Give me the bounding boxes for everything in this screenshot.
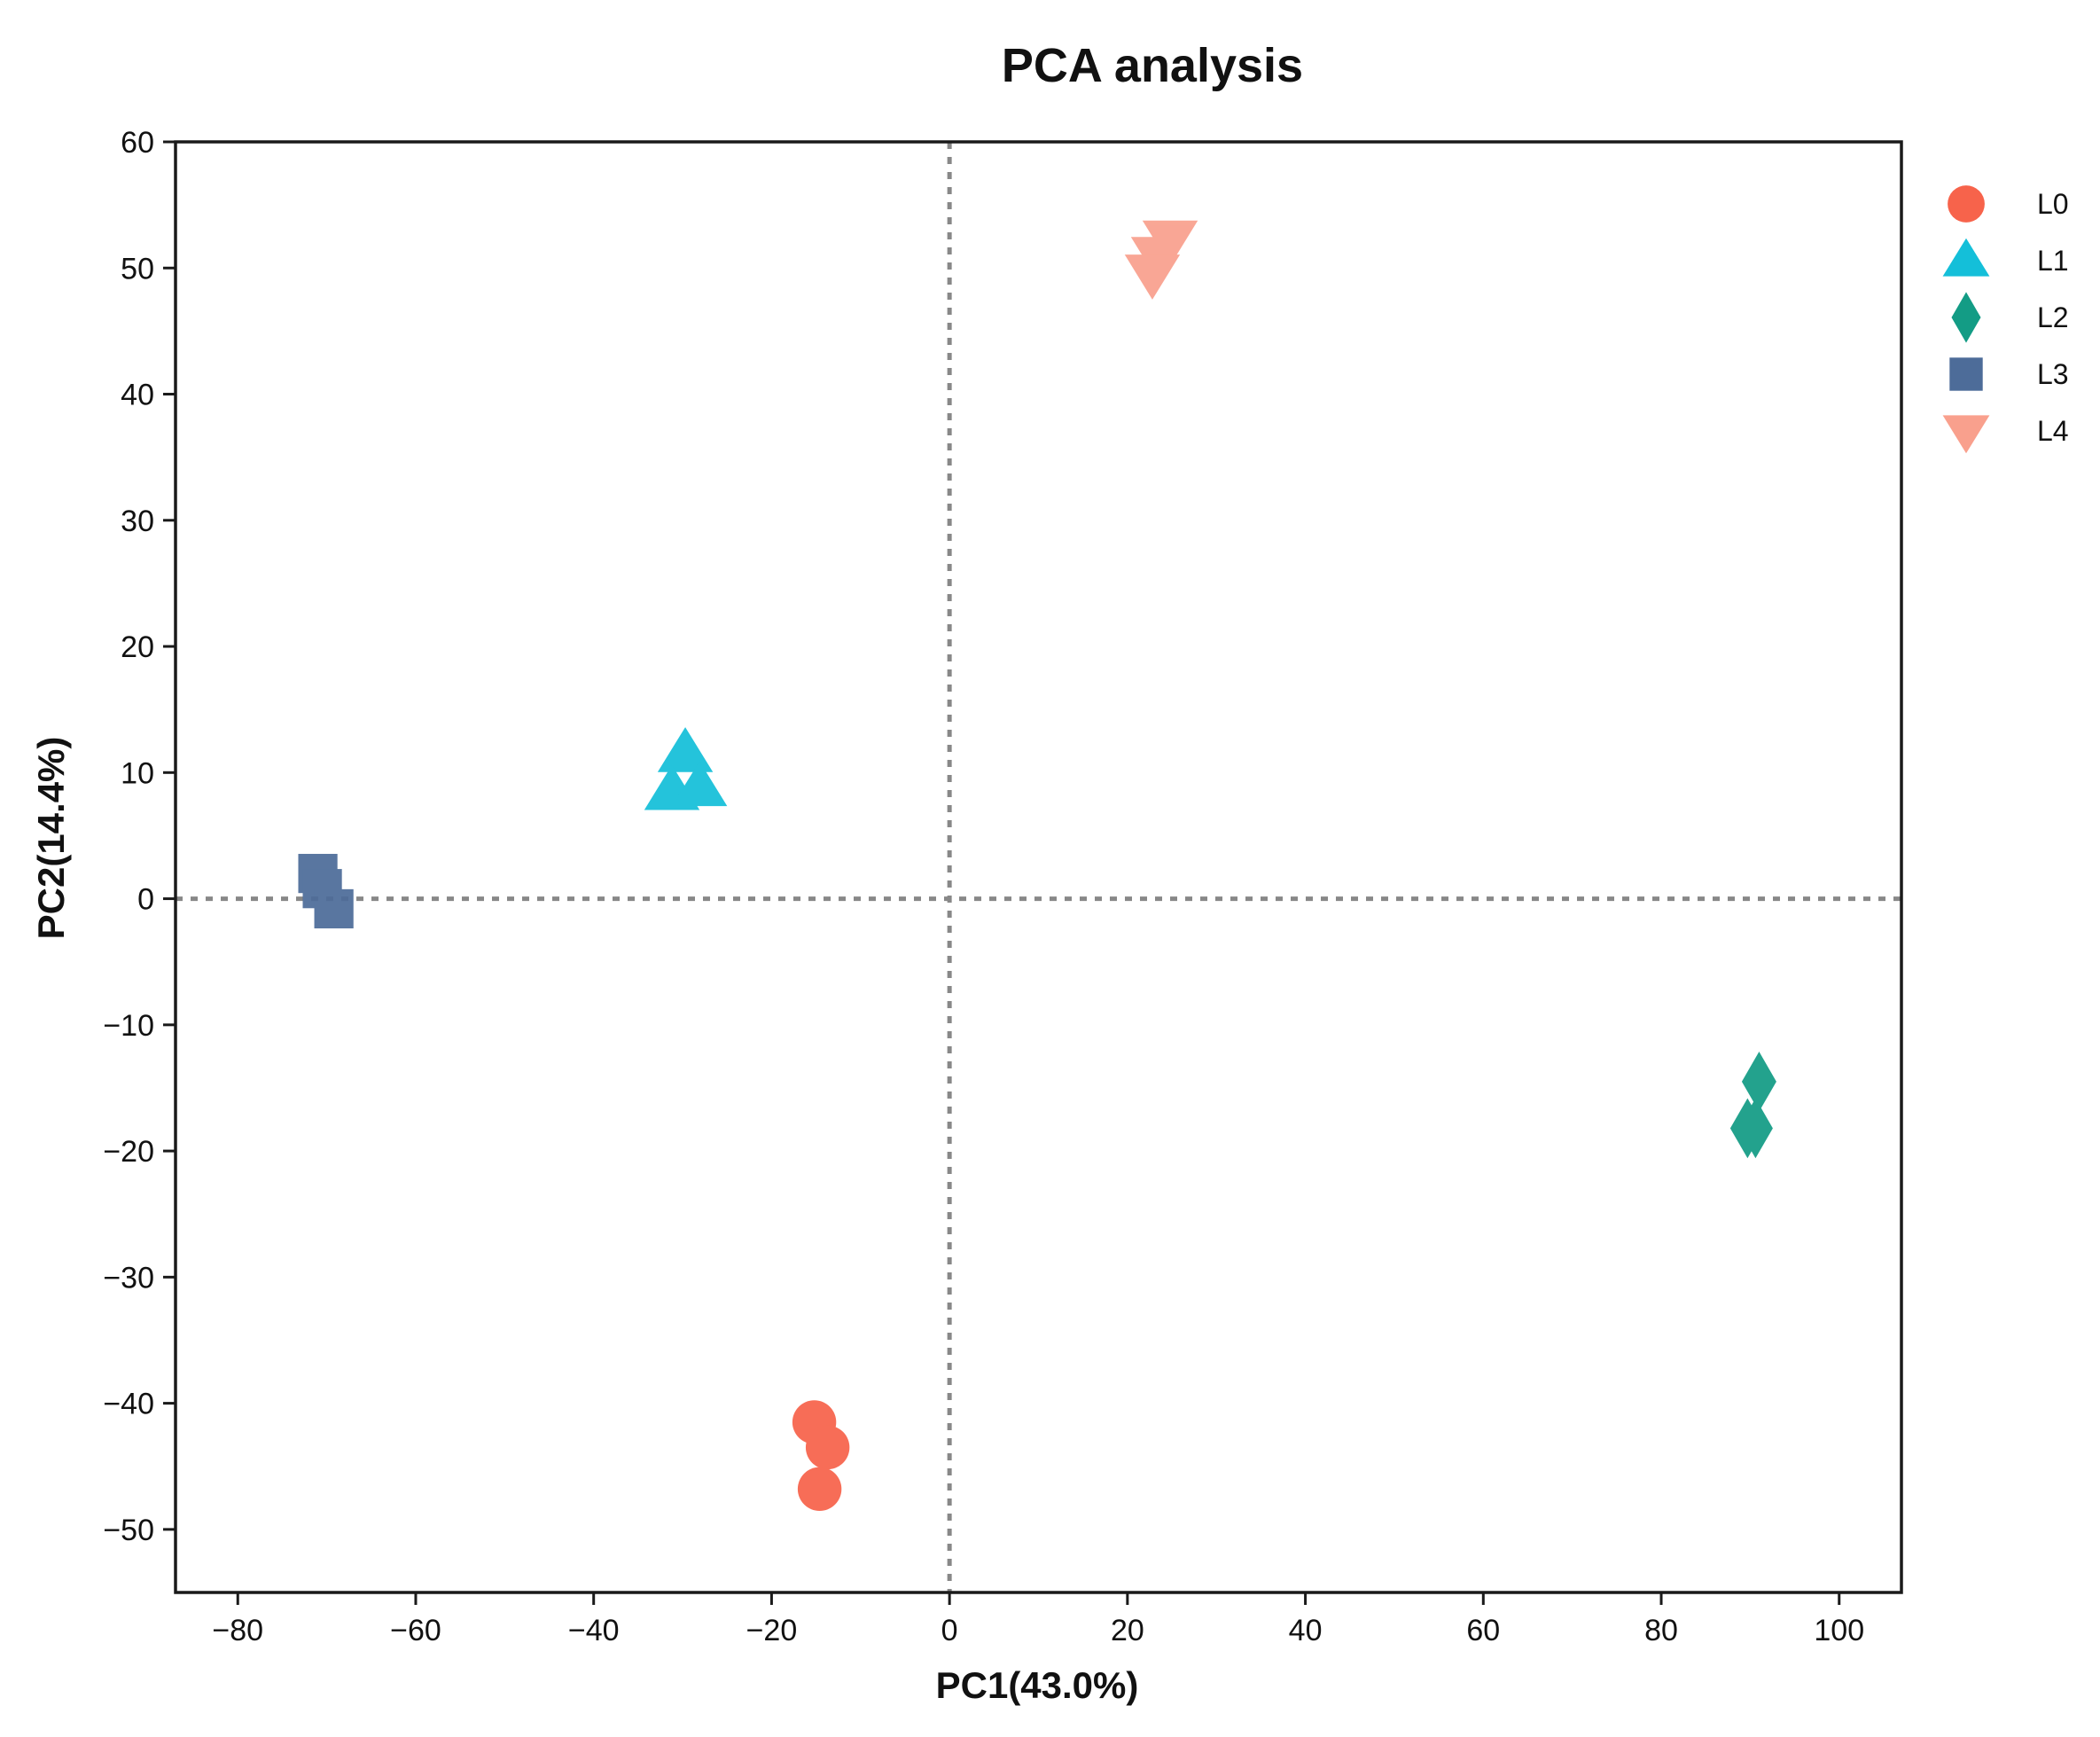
x-tick-label: 100 (1814, 1614, 1864, 1647)
x-axis-label: PC1(43.0%) (936, 1664, 1139, 1706)
legend-marker-l2 (1951, 292, 1981, 343)
legend-label-l3: L3 (2037, 358, 2069, 390)
series-l3 (298, 854, 354, 929)
y-tick-label: 50 (121, 252, 154, 286)
x-tick-label: −20 (746, 1614, 798, 1647)
x-tick-label: −60 (390, 1614, 441, 1647)
legend-marker-l3 (1949, 357, 1983, 391)
reference-lines (176, 142, 1901, 1592)
y-tick-label: −10 (103, 1009, 154, 1043)
y-tick-label: 20 (121, 630, 154, 664)
plot-frame (174, 140, 1903, 1594)
series-l0 (792, 1400, 850, 1512)
point-l4 (1124, 254, 1181, 300)
y-tick-label: −30 (103, 1261, 154, 1295)
point-l0 (797, 1467, 842, 1512)
x-tick-label: 20 (1111, 1614, 1144, 1647)
y-tick-label: −20 (103, 1135, 154, 1169)
series-l4 (1124, 220, 1198, 300)
x-tick-label: 80 (1644, 1614, 1678, 1647)
y-tick-label: −50 (103, 1514, 154, 1547)
y-tick-label: 0 (137, 883, 154, 917)
legend-marker-l4 (1942, 415, 1990, 454)
point-l1 (671, 761, 728, 807)
scatter-points (298, 220, 1776, 1512)
y-axis-label: PC2(14.4%) (30, 737, 72, 940)
x-axis: −80 −60 −40 −20 0 20 40 60 80 100 (212, 1592, 1864, 1647)
legend-item-l0: L0 (1948, 185, 2069, 223)
point-l0 (805, 1425, 850, 1470)
legend-item-l1: L1 (1942, 238, 2069, 277)
legend-marker-l1 (1942, 238, 1990, 277)
y-tick-label: 10 (121, 756, 154, 790)
y-tick-label: −40 (103, 1388, 154, 1421)
legend-item-l4: L4 (1942, 415, 2069, 454)
legend-item-l2: L2 (1951, 292, 2069, 343)
point-l2 (1737, 1098, 1773, 1159)
legend-label-l0: L0 (2037, 188, 2069, 220)
chart-title: PCA analysis (1002, 39, 1303, 92)
x-tick-label: −80 (212, 1614, 263, 1647)
y-axis: −50 −40 −30 −20 −10 0 10 20 30 40 50 60 (103, 126, 176, 1547)
x-tick-label: 40 (1289, 1614, 1323, 1647)
point-l3 (314, 888, 354, 929)
x-tick-label: 60 (1466, 1614, 1500, 1647)
legend-item-l3: L3 (1949, 357, 2069, 391)
y-tick-label: 40 (121, 379, 154, 412)
x-tick-label: 0 (941, 1614, 958, 1647)
x-tick-label: −40 (568, 1614, 620, 1647)
y-tick-label: 30 (121, 505, 154, 538)
point-l2 (1741, 1052, 1776, 1112)
legend-marker-l0 (1948, 185, 1985, 223)
legend: L0 L1 L2 L3 L4 (1942, 185, 2069, 454)
legend-label-l2: L2 (2037, 301, 2069, 333)
series-l2 (1729, 1052, 1776, 1159)
series-l1 (644, 727, 728, 810)
y-tick-label: 60 (121, 126, 154, 160)
legend-label-l4: L4 (2037, 415, 2069, 447)
legend-label-l1: L1 (2037, 245, 2069, 277)
point-l1 (657, 727, 714, 772)
